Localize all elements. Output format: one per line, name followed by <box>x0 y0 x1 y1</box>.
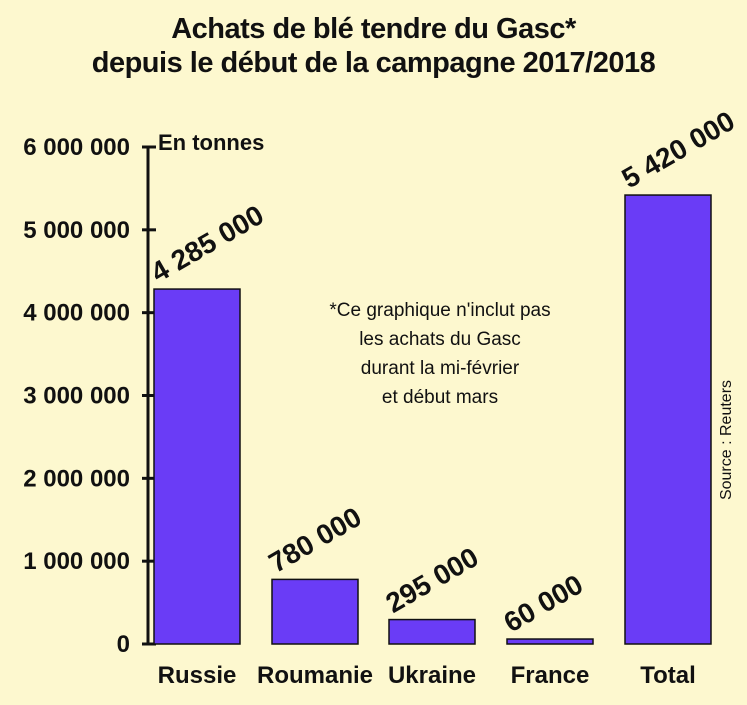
bar-france <box>506 638 594 645</box>
y-tick-label-2: 2 000 000 <box>23 465 130 492</box>
y-tick-label-5: 5 000 000 <box>23 217 130 244</box>
chart-title-line-1: Achats de blé tendre du Gasc* <box>171 13 576 45</box>
category-label-total: Total <box>640 662 696 689</box>
y-tick-label-3: 3 000 000 <box>23 383 130 410</box>
value-label-france: 60 000 <box>499 569 589 639</box>
y-tick-label-6: 6 000 000 <box>23 134 130 161</box>
chart-footnote: *Ce graphique n'inclut pas les achats du… <box>290 296 590 412</box>
footnote-line-3: durant la mi-février <box>360 358 520 379</box>
y-tick-label-4: 4 000 000 <box>23 300 130 327</box>
source-credit: Source : Reuters <box>718 379 735 501</box>
y-tick-label-0: 0 <box>117 631 130 658</box>
y-axis-label: En tonnes <box>158 130 264 155</box>
value-label-ukraine: 295 000 <box>381 541 484 618</box>
category-label-roumanie: Roumanie <box>257 662 373 689</box>
y-tick-label-1: 1 000 000 <box>23 548 130 575</box>
footnote-line-2: les achats du Gasc <box>359 329 521 350</box>
value-label-total: 5 420 000 <box>617 105 740 194</box>
value-label-roumanie: 780 000 <box>264 501 367 578</box>
category-label-russie: Russie <box>158 662 237 689</box>
footnote-line-4: et début mars <box>381 387 499 408</box>
footnote-line-1: *Ce graphique n'inclut pas <box>329 300 551 321</box>
chart-title-line-2: depuis le début de la campagne 2017/2018 <box>91 47 656 79</box>
category-label-ukraine: Ukraine <box>388 662 476 689</box>
bar-roumanie <box>271 578 359 645</box>
bar-total <box>624 194 712 645</box>
category-label-france: France <box>511 662 590 689</box>
value-label-russie: 4 285 000 <box>146 199 269 288</box>
bar-russie <box>153 288 241 645</box>
chart-title: Achats de blé tendre du Gasc* depuis le … <box>0 12 747 80</box>
bar-ukraine <box>388 618 476 645</box>
